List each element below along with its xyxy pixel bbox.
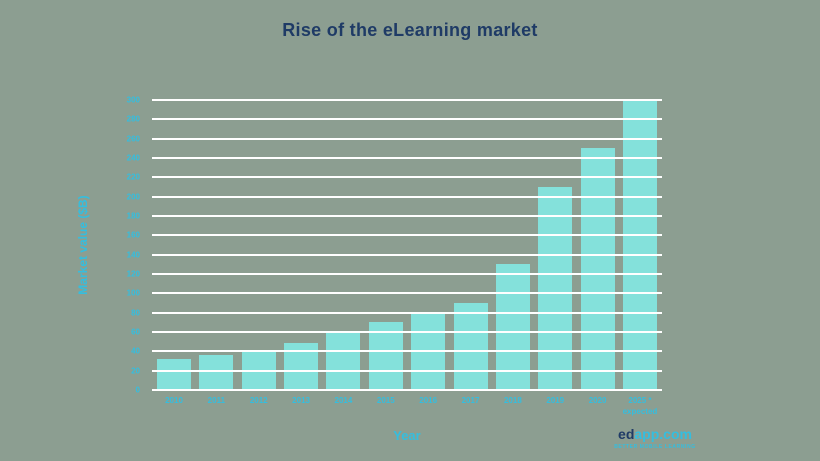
y-tick-label-200: 200 — [126, 192, 140, 202]
bar-2018 — [495, 264, 530, 390]
x-tick-labels: 2010 2011 2012 2013 2014 2015 2016 2017 2018 2019… — [152, 396, 662, 418]
bar-2015 — [368, 322, 403, 390]
bar-2011 — [199, 355, 234, 390]
edapp-logo: edapp.com BETTER MOBILE LEARNING — [608, 427, 702, 450]
y-tick-label-0: 0 — [135, 385, 140, 395]
plot-area — [152, 99, 662, 391]
logo-ed-part: ed — [618, 426, 635, 442]
bar-2017 — [453, 303, 488, 390]
bar-2025 — [622, 100, 657, 390]
x-tick-label-2010: 2010 — [165, 396, 183, 405]
logo-app-part: app.com — [634, 426, 692, 442]
x-tick-label-2015: 2015 — [376, 396, 395, 405]
x-tick-label-2011: 2011 — [207, 396, 226, 405]
y-tick-label-240: 240 — [126, 153, 140, 163]
x-tick-label-2018: 2018 — [503, 396, 522, 405]
bars — [152, 100, 662, 390]
y-tick-label-40: 40 — [131, 346, 140, 356]
bar-2019 — [538, 187, 573, 390]
chart-title: Rise of the eLearning market — [282, 20, 538, 40]
y-tick-labels: 0 20 40 60 80 100 120 140 160 180 200 220 240 260 280 3… — [110, 96, 144, 395]
x-tick-label-2017: 2017 — [461, 396, 480, 405]
bar-2020 — [580, 148, 615, 390]
bar-2013 — [284, 342, 319, 390]
x-tick-label-2025: 2025 * expected — [622, 396, 658, 416]
x-tick-label-2013: 2013 — [292, 396, 310, 405]
x-tick-label-2014: 2014 — [334, 396, 353, 405]
x-tick-label-2016: 2016 — [419, 396, 438, 405]
y-tick-label-100: 100 — [126, 288, 140, 298]
x-tick-label-2020: 2020 — [588, 396, 607, 405]
edapp-logo-text: edapp.com — [608, 427, 702, 441]
y-tick-label-20: 20 — [131, 366, 140, 376]
logo-tagline: BETTER MOBILE LEARNING — [614, 444, 696, 450]
y-tick-label-180: 180 — [126, 211, 140, 221]
y-tick-label-260: 260 — [126, 134, 140, 144]
bar-2012 — [241, 351, 276, 390]
bar-2016 — [411, 312, 446, 390]
y-tick-label-280: 280 — [126, 114, 140, 124]
y-axis-label: Market value ($B) — [76, 195, 90, 295]
y-tick-label-140: 140 — [126, 250, 140, 260]
y-tick-label-60: 60 — [131, 327, 140, 337]
y-tick-label-220: 220 — [126, 172, 140, 182]
y-tick-label-120: 120 — [126, 269, 140, 279]
bar-2014 — [326, 332, 361, 390]
x-tick-label-2012: 2012 — [249, 396, 268, 405]
bar-2010 — [157, 359, 191, 390]
y-tick-label-300: 300 — [126, 95, 140, 105]
y-tick-label-160: 160 — [126, 230, 140, 240]
y-tick-label-80: 80 — [131, 308, 140, 318]
x-axis-label: Year — [393, 428, 421, 443]
x-tick-label-2019: 2019 — [546, 396, 565, 405]
